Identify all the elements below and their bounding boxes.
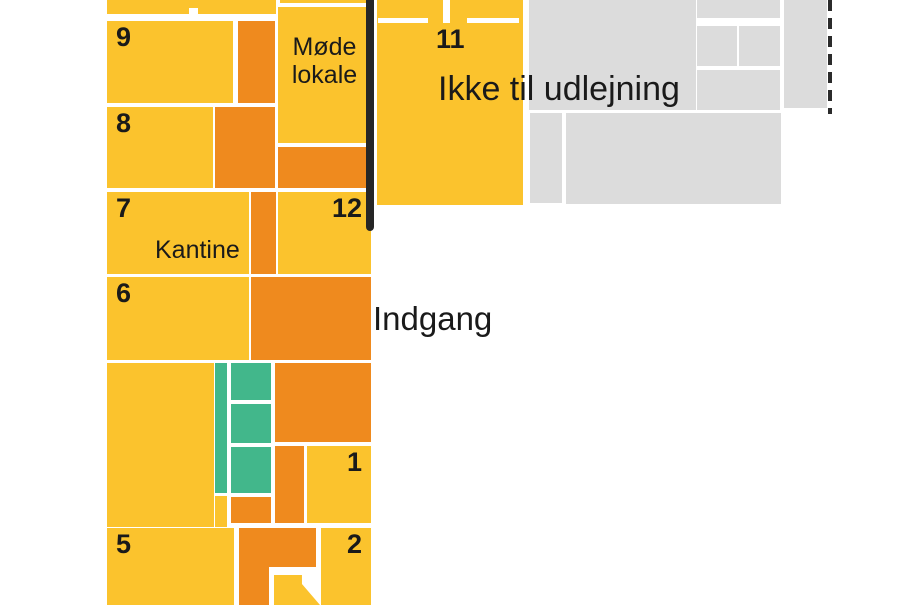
corridor-segment-meeting [278, 147, 371, 188]
room-block-lower-left [107, 363, 214, 527]
facility-block-2 [231, 404, 271, 443]
not-for-rent-block-1 [529, 0, 696, 110]
room-9-label: 9 [116, 22, 132, 52]
corridor-strip-top [107, 0, 276, 14]
not-for-rent-block-3 [697, 26, 737, 66]
room-9: 9 [107, 21, 233, 103]
room-11-label: 11 [436, 24, 465, 54]
annotation-not-for-rent: Ikke til udlejning [438, 70, 680, 108]
room-2-label: 2 [346, 529, 362, 559]
wall-divider-bar [366, 0, 374, 231]
room-meeting: Møde lokale [278, 7, 371, 143]
wall-segment-left [378, 18, 428, 23]
facility-block-1 [231, 363, 271, 400]
corridor-segment-9 [238, 21, 275, 103]
room-meeting-label: Møde lokale [291, 33, 358, 89]
room-6-label: 6 [116, 278, 132, 308]
corridor-segment-8 [215, 107, 275, 188]
door-slot [443, 0, 450, 23]
wall-segment-right [467, 18, 519, 23]
room-6: 6 [107, 277, 249, 360]
room-1-label: 1 [346, 447, 362, 477]
facility-strip [215, 363, 227, 493]
annotation-entrance: Indgang [373, 300, 493, 337]
not-for-rent-block-4 [739, 26, 780, 66]
facility-block-3 [231, 447, 271, 493]
corridor-mid-strip [275, 446, 304, 523]
not-for-rent-block-2 [697, 0, 780, 18]
room-7-label: 7 [116, 193, 132, 223]
room-5-label: 5 [116, 529, 132, 559]
corridor-below-facility [231, 497, 271, 523]
corridor-bottom-leg [239, 567, 269, 605]
not-for-rent-block-5 [697, 70, 780, 110]
room-5: 5 [107, 528, 234, 605]
not-for-rent-block-7 [530, 113, 562, 203]
meeting-room-top-sliver [280, 0, 371, 3]
room-11: 11 [377, 0, 523, 205]
corridor-entrance-block [251, 277, 371, 360]
small-room-bottom [274, 575, 320, 605]
room-7-canteen: 7 Kantine [107, 192, 249, 274]
room-1: 1 [307, 446, 371, 523]
dashed-boundary-line [828, 0, 832, 114]
door-gap-top [189, 8, 198, 21]
room-8-label: 8 [116, 108, 132, 138]
not-for-rent-block-8 [566, 113, 781, 204]
not-for-rent-block-6 [784, 0, 827, 108]
corridor-bottom-top-part [239, 528, 316, 567]
canteen-label: Kantine [155, 236, 240, 264]
room-12-label: 12 [331, 193, 362, 223]
room-8: 8 [107, 107, 213, 188]
room-12: 12 [278, 192, 371, 274]
yellow-patch-below-strip [215, 496, 227, 527]
corridor-segment-7 [251, 192, 276, 274]
corridor-mid-block [275, 363, 371, 442]
room-2: 2 [321, 528, 371, 605]
